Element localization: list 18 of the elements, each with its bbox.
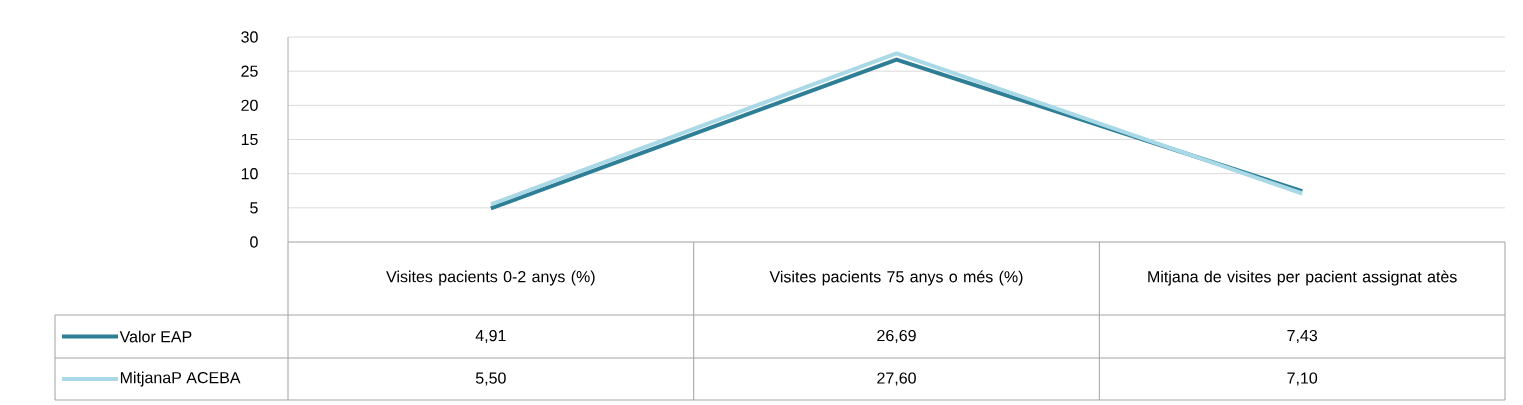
y-tick-label: 0 <box>250 236 258 248</box>
y-tick-label: 30 <box>241 31 258 43</box>
legend-label: Valor EAP <box>119 330 192 343</box>
y-tick-label: 20 <box>241 99 258 111</box>
data-label: 7,43 <box>1287 329 1318 344</box>
data-label: 5,50 <box>475 372 506 386</box>
y-tick-label: 5 <box>250 202 258 214</box>
data-label: 4,91 <box>475 329 506 344</box>
y-tick-label: 10 <box>241 168 258 180</box>
data-label: 7,10 <box>1287 372 1318 386</box>
x-tick-label: Visites pacients 0-2 anys (%) <box>386 270 595 286</box>
data-label: 26,69 <box>877 329 916 344</box>
y-tick-label: 15 <box>241 133 258 146</box>
x-tick-label: Mitjana de visites per pacient assignat atès <box>1148 270 1457 286</box>
y-tick-label: 25 <box>241 65 258 77</box>
data-label: 27,60 <box>877 372 916 386</box>
x-tick-label: Visites pacients 75 anys o més (%) <box>769 270 1023 286</box>
legend-label: MitjanaP ACEBA <box>120 371 241 387</box>
